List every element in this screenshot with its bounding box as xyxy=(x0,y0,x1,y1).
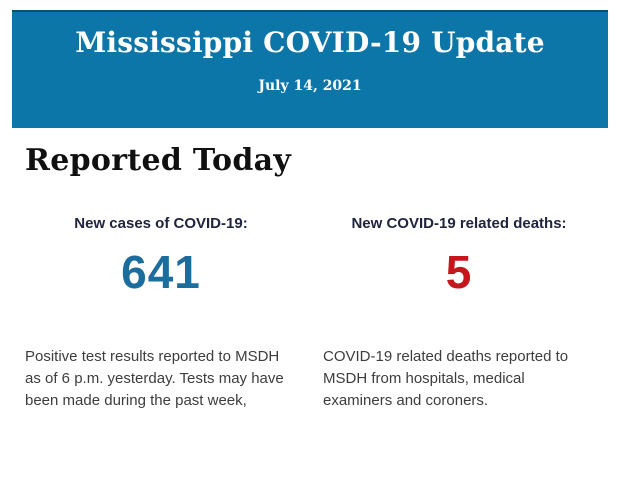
content-area: Reported Today New cases of COVID-19: 64… xyxy=(0,144,620,412)
page-title: Mississippi COVID-19 Update xyxy=(75,26,545,59)
stat-card-new-deaths: New COVID-19 related deaths: 5 COVID-19 … xyxy=(323,214,595,412)
stats-row: New cases of COVID-19: 641 Positive test… xyxy=(25,214,595,412)
new-deaths-label: New COVID-19 related deaths: xyxy=(351,215,567,232)
new-deaths-value: 5 xyxy=(445,246,473,298)
stat-card-new-cases: New cases of COVID-19: 641 Positive test… xyxy=(25,214,297,412)
new-cases-description: Positive test results reported to MSDH a… xyxy=(25,348,284,409)
new-cases-label: New cases of COVID-19: xyxy=(74,215,248,232)
header-banner: Mississippi COVID-19 Update July 14, 202… xyxy=(12,10,608,128)
new-cases-value: 641 xyxy=(121,246,201,298)
report-date: July 14, 2021 xyxy=(258,78,362,94)
section-heading: Reported Today xyxy=(25,143,292,178)
page: Mississippi COVID-19 Update July 14, 202… xyxy=(0,10,620,493)
new-deaths-description: COVID-19 related deaths reported to MSDH… xyxy=(323,348,569,409)
